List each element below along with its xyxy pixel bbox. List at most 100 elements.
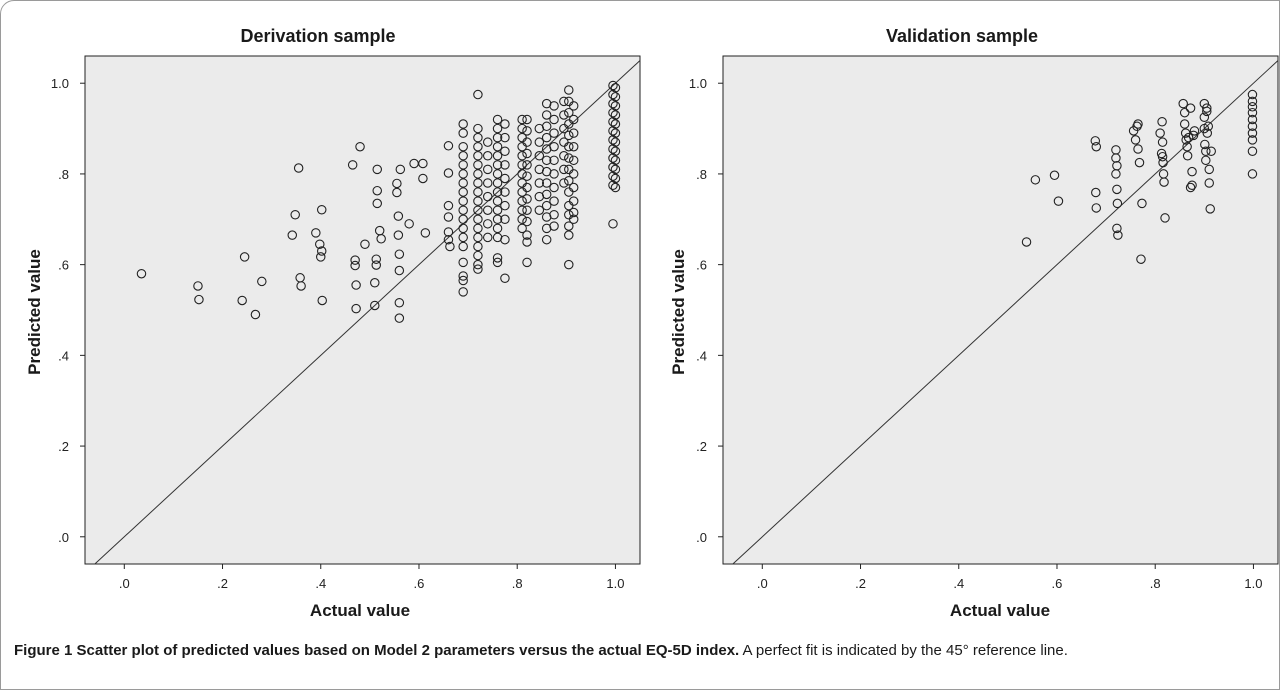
data-point xyxy=(549,101,559,111)
data-point xyxy=(1247,135,1258,145)
data-point xyxy=(522,171,532,181)
data-point xyxy=(564,130,574,141)
data-point xyxy=(1137,198,1147,209)
data-point xyxy=(1160,213,1170,223)
data-point xyxy=(443,227,454,237)
data-point xyxy=(549,169,559,179)
data-point xyxy=(395,164,406,175)
data-point xyxy=(1205,204,1215,214)
data-point xyxy=(541,132,552,143)
data-point xyxy=(568,101,579,111)
data-point xyxy=(372,185,382,196)
data-point xyxy=(1200,139,1210,150)
data-point xyxy=(522,257,532,268)
data-point xyxy=(1091,141,1102,152)
data-point xyxy=(1188,130,1199,141)
data-point xyxy=(610,137,621,147)
data-point xyxy=(394,297,405,308)
data-point xyxy=(316,205,327,215)
data-point xyxy=(237,295,247,306)
data-point xyxy=(1202,103,1212,113)
data-point xyxy=(1111,169,1121,179)
data-point xyxy=(351,303,361,314)
data-point xyxy=(610,173,621,184)
data-point xyxy=(517,114,527,125)
data-point xyxy=(1112,184,1122,195)
data-point xyxy=(517,151,527,161)
data-point xyxy=(568,169,579,179)
data-point xyxy=(1112,223,1122,234)
y-tick-label: .6 xyxy=(696,258,707,273)
data-point xyxy=(500,160,510,170)
data-point xyxy=(1179,107,1190,118)
data-point xyxy=(608,117,618,127)
data-point xyxy=(608,89,618,100)
data-point xyxy=(1247,96,1258,107)
x-tick-label: 1.0 xyxy=(1244,576,1262,591)
data-point xyxy=(559,110,569,120)
data-point xyxy=(287,230,298,240)
data-point xyxy=(541,155,552,166)
data-point xyxy=(1091,187,1101,198)
data-point xyxy=(610,182,621,193)
data-point xyxy=(610,146,621,157)
data-point xyxy=(458,232,468,243)
data-point xyxy=(492,205,503,215)
data-point xyxy=(473,141,483,152)
caption-title: Figure 1 Scatter plot of predicted value… xyxy=(14,642,740,659)
data-point xyxy=(445,241,455,252)
data-point xyxy=(1158,157,1168,168)
data-point xyxy=(1202,128,1213,138)
data-point xyxy=(500,273,510,283)
data-point xyxy=(458,214,468,225)
data-point xyxy=(458,287,468,297)
data-point xyxy=(492,169,503,179)
data-point xyxy=(492,151,503,161)
data-point xyxy=(608,171,618,181)
data-point xyxy=(250,309,261,320)
data-point xyxy=(317,295,327,306)
data-point xyxy=(1182,151,1193,161)
data-point xyxy=(500,187,510,197)
data-point xyxy=(376,234,386,244)
data-point xyxy=(568,128,579,138)
y-tick-label: .8 xyxy=(58,167,69,182)
data-point xyxy=(492,132,503,143)
data-point xyxy=(351,280,361,290)
data-point xyxy=(239,252,250,262)
data-point xyxy=(610,155,621,166)
data-point xyxy=(315,239,325,249)
x-tick-label: .8 xyxy=(512,576,523,591)
data-point xyxy=(534,178,545,188)
data-point xyxy=(541,234,552,245)
x-tick-label: .0 xyxy=(119,576,130,591)
panel-validation: Validation sample .0 .2 .4 .6 .8 1.0 .0 .2 .4 .6… xyxy=(669,26,1279,620)
data-point xyxy=(372,164,382,175)
data-point xyxy=(473,250,483,261)
data-point xyxy=(458,257,468,268)
y-tick-label: .6 xyxy=(58,258,69,273)
data-point xyxy=(458,160,468,170)
data-point xyxy=(473,232,483,243)
data-point xyxy=(517,214,527,225)
data-point xyxy=(568,155,579,166)
data-point xyxy=(473,264,483,274)
data-point xyxy=(549,221,559,231)
data-point xyxy=(482,178,493,188)
data-point xyxy=(1185,103,1196,113)
data-point xyxy=(522,237,532,247)
data-point xyxy=(610,101,621,111)
data-point xyxy=(1157,151,1168,162)
data-point xyxy=(1091,203,1102,213)
data-point xyxy=(1187,180,1197,191)
data-point xyxy=(394,313,405,323)
data-point xyxy=(1199,112,1210,122)
data-point xyxy=(549,141,559,152)
data-point xyxy=(492,141,503,152)
data-point xyxy=(541,178,552,188)
x-tick-label: .2 xyxy=(855,576,866,591)
data-point xyxy=(492,214,503,225)
data-point xyxy=(608,162,618,172)
data-point xyxy=(1178,98,1188,109)
